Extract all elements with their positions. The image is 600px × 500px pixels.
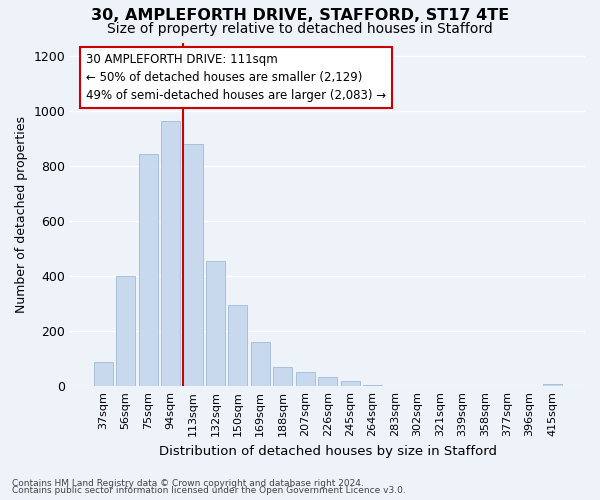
Bar [363, 385, 382, 386]
Text: 30, AMPLEFORTH DRIVE, STAFFORD, ST17 4TE: 30, AMPLEFORTH DRIVE, STAFFORD, ST17 4TE [91, 8, 509, 22]
Text: Contains public sector information licensed under the Open Government Licence v3: Contains public sector information licen… [12, 486, 406, 495]
Text: 30 AMPLEFORTH DRIVE: 111sqm
← 50% of detached houses are smaller (2,129)
49% of : 30 AMPLEFORTH DRIVE: 111sqm ← 50% of det… [86, 53, 386, 102]
Bar [139, 154, 158, 386]
Bar [94, 362, 113, 386]
Bar [161, 121, 180, 386]
Bar [542, 384, 562, 386]
Bar [184, 144, 203, 386]
X-axis label: Distribution of detached houses by size in Stafford: Distribution of detached houses by size … [158, 444, 497, 458]
Bar [273, 367, 292, 386]
Bar [318, 376, 337, 386]
Bar [251, 342, 270, 386]
Y-axis label: Number of detached properties: Number of detached properties [15, 116, 28, 313]
Text: Contains HM Land Registry data © Crown copyright and database right 2024.: Contains HM Land Registry data © Crown c… [12, 478, 364, 488]
Bar [296, 372, 315, 386]
Bar [341, 381, 359, 386]
Bar [206, 261, 225, 386]
Text: Size of property relative to detached houses in Stafford: Size of property relative to detached ho… [107, 22, 493, 36]
Bar [116, 276, 135, 386]
Bar [229, 305, 247, 386]
